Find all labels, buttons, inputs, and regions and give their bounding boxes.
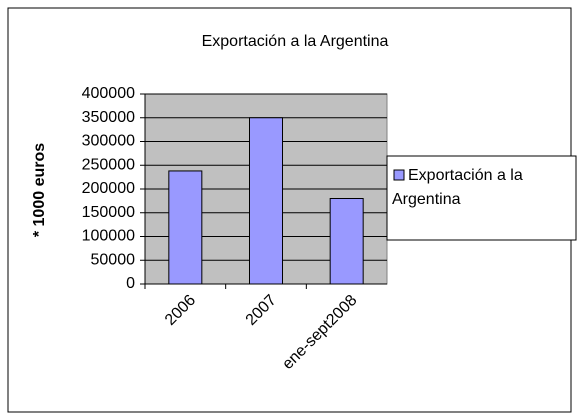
y-tick-label: 300000 xyxy=(82,133,135,150)
bar xyxy=(329,198,364,285)
legend-label: Exportación a la Argentina xyxy=(392,167,523,208)
y-tick-label: 350000 xyxy=(82,109,135,126)
y-tick-label: 50000 xyxy=(91,251,136,268)
y-axis-label: * 1000 euros xyxy=(31,143,48,237)
legend-swatch xyxy=(393,169,405,181)
bar xyxy=(249,117,283,285)
chart-title: Exportación a la Argentina xyxy=(202,33,389,50)
bar xyxy=(168,170,203,285)
legend-box xyxy=(386,155,577,241)
y-tick-label: 0 xyxy=(126,275,135,292)
y-tick-label: 250000 xyxy=(82,156,135,173)
y-tick-label: 150000 xyxy=(82,204,135,221)
y-tick-label: 200000 xyxy=(82,180,135,197)
y-tick-label: 100000 xyxy=(82,228,135,245)
y-tick-label: 400000 xyxy=(82,85,135,102)
